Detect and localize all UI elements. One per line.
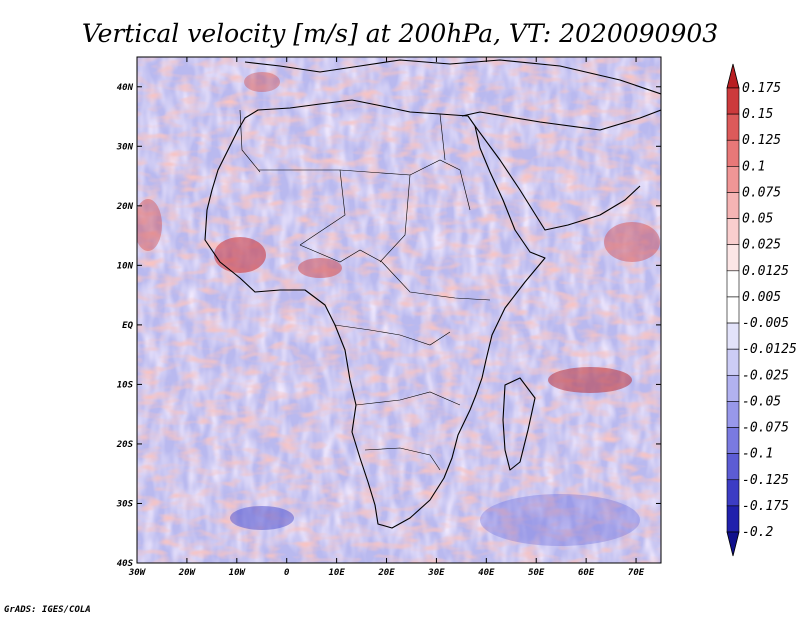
- colorbar-label: 0.0125: [742, 264, 789, 279]
- colorbar-swatch: [726, 322, 740, 350]
- colorbar-label: 0.075: [742, 185, 781, 200]
- colorbar-swatch: [726, 244, 740, 272]
- colorbar-label: 0.05: [742, 212, 773, 227]
- colorbar-swatch: [726, 505, 740, 533]
- lat-tick-label: 40N: [117, 83, 134, 93]
- lat-tick-label: 10S: [117, 380, 134, 390]
- lon-tick-label: 30W: [128, 568, 147, 578]
- map-title: Vertical velocity [m/s] at 200hPa, VT: 2…: [82, 19, 718, 48]
- updraft-mediterranean: [244, 72, 280, 92]
- colorbar-top-arrow: [726, 63, 740, 89]
- colorbar-swatch: [726, 113, 740, 141]
- grads-credit: GrADS: IGES/COLA: [4, 605, 91, 615]
- lon-tick-label: 10W: [229, 568, 247, 578]
- colorbar: 0.175 0.15 0.125 0.1 0.075 0.05 0.025 0.0125 0.0…: [726, 63, 797, 557]
- colorbar-swatch: [726, 427, 740, 454]
- colorbar-swatch: [726, 348, 740, 376]
- colorbar-swatch: [726, 218, 740, 246]
- colorbar-label: -0.005: [742, 316, 789, 331]
- colorbar-label: -0.1: [742, 447, 773, 462]
- country-borders: [239, 109, 491, 471]
- downdraft-indian-ocean: [480, 494, 640, 546]
- colorbar-label: 0.125: [742, 133, 781, 148]
- lat-tick-label: 10N: [117, 261, 134, 271]
- colorbar-swatch: [726, 166, 740, 193]
- lat-tick-label: 20S: [116, 440, 134, 450]
- lon-tick-label: 50E: [528, 568, 545, 578]
- colorbar-label: -0.0125: [742, 342, 797, 357]
- colorbar-label: -0.175: [742, 499, 789, 514]
- colorbar-swatch: [726, 270, 740, 298]
- lon-tick-label: 70E: [628, 568, 645, 578]
- lon-tick-label: 40E: [478, 568, 495, 578]
- colorbar-swatch: [726, 479, 740, 507]
- lon-tick-label: 20E: [377, 568, 395, 578]
- colorbar-label: -0.125: [742, 473, 789, 488]
- colorbar-label: 0.005: [742, 290, 781, 305]
- updraft-central-africa: [298, 258, 342, 278]
- colorbar-label: 0.175: [742, 81, 781, 96]
- lon-tick-label: 10E: [328, 568, 345, 578]
- colorbar-label: 0.025: [742, 238, 781, 253]
- colorbar-label: -0.025: [742, 368, 789, 383]
- colorbar-bottom-arrow: [726, 531, 740, 557]
- lat-tick-label: 30N: [116, 142, 134, 152]
- updraft-atlantic-north: [137, 199, 162, 251]
- colorbar-label: -0.075: [742, 421, 789, 436]
- colorbar-label: -0.2: [742, 525, 773, 540]
- lon-tick-label: 20W: [178, 568, 197, 578]
- updraft-indian-ocean: [548, 367, 632, 393]
- lat-tick-label: 30S: [116, 499, 134, 509]
- plot-area: [137, 57, 661, 563]
- colorbar-swatch: [726, 296, 740, 324]
- colorbar-swatch: [726, 139, 740, 167]
- lat-tick-label: EQ: [122, 321, 133, 331]
- lon-tick-label: 30E: [427, 568, 445, 578]
- colorbar-swatch: [726, 453, 740, 481]
- downdraft-south-atlantic: [230, 506, 294, 530]
- lat-tick-label: 20N: [116, 202, 134, 212]
- coastlines: [204, 59, 661, 529]
- colorbar-swatch: [726, 401, 740, 428]
- updraft-west-africa: [214, 237, 266, 273]
- latitude-axis: 40N 30N 20N 10N EQ 10S 20S 30S 40S: [116, 83, 661, 569]
- plot-frame: [136, 56, 662, 564]
- colorbar-label: -0.05: [742, 394, 781, 409]
- updraft-arabian-sea: [604, 222, 660, 262]
- lon-tick-label: 0: [284, 568, 290, 578]
- colorbar-swatch: [726, 374, 740, 402]
- colorbar-label: 0.15: [742, 107, 773, 122]
- longitude-axis: 30W 20W 10W 0 10E 20E 30E 40E 50E 60E 70E: [128, 57, 645, 578]
- colorbar-swatch: [726, 87, 740, 115]
- colorbar-label: 0.1: [742, 159, 765, 174]
- lat-tick-label: 40S: [117, 559, 134, 569]
- lon-tick-label: 60E: [578, 568, 595, 578]
- colorbar-swatch: [726, 192, 740, 219]
